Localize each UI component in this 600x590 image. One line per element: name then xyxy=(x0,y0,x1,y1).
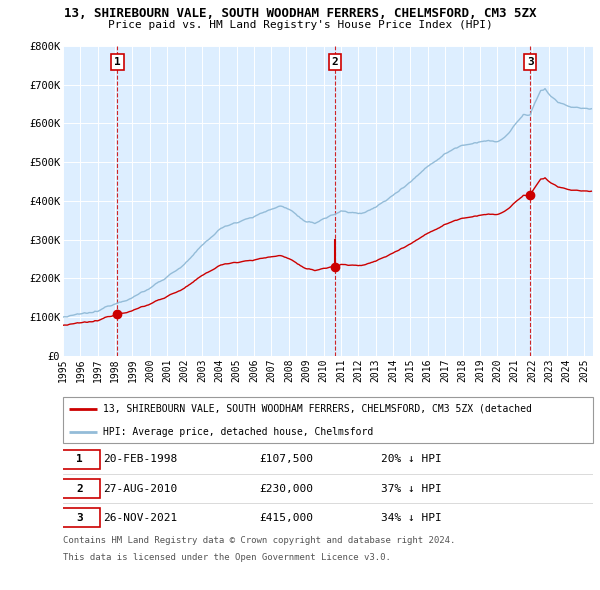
Text: 26-NOV-2021: 26-NOV-2021 xyxy=(103,513,177,523)
Text: 13, SHIREBOURN VALE, SOUTH WOODHAM FERRERS, CHELMSFORD, CM3 5ZX (detached: 13, SHIREBOURN VALE, SOUTH WOODHAM FERRE… xyxy=(103,404,532,414)
Text: HPI: Average price, detached house, Chelmsford: HPI: Average price, detached house, Chel… xyxy=(103,427,373,437)
Text: 3: 3 xyxy=(76,513,83,523)
Text: 1: 1 xyxy=(76,454,83,464)
FancyBboxPatch shape xyxy=(60,479,100,498)
Text: Contains HM Land Registry data © Crown copyright and database right 2024.: Contains HM Land Registry data © Crown c… xyxy=(63,536,455,545)
Text: 2: 2 xyxy=(76,484,83,493)
Text: 34% ↓ HPI: 34% ↓ HPI xyxy=(381,513,442,523)
Text: This data is licensed under the Open Government Licence v3.0.: This data is licensed under the Open Gov… xyxy=(63,553,391,562)
Text: £107,500: £107,500 xyxy=(259,454,313,464)
Text: 2: 2 xyxy=(331,57,338,67)
Text: 13, SHIREBOURN VALE, SOUTH WOODHAM FERRERS, CHELMSFORD, CM3 5ZX: 13, SHIREBOURN VALE, SOUTH WOODHAM FERRE… xyxy=(64,7,536,20)
Text: 3: 3 xyxy=(527,57,533,67)
Text: 20-FEB-1998: 20-FEB-1998 xyxy=(103,454,177,464)
FancyBboxPatch shape xyxy=(60,450,100,469)
Text: Price paid vs. HM Land Registry's House Price Index (HPI): Price paid vs. HM Land Registry's House … xyxy=(107,20,493,30)
FancyBboxPatch shape xyxy=(60,508,100,527)
Text: £415,000: £415,000 xyxy=(259,513,313,523)
Text: 20% ↓ HPI: 20% ↓ HPI xyxy=(381,454,442,464)
Text: £230,000: £230,000 xyxy=(259,484,313,493)
FancyBboxPatch shape xyxy=(63,397,593,443)
Text: 37% ↓ HPI: 37% ↓ HPI xyxy=(381,484,442,493)
Text: 27-AUG-2010: 27-AUG-2010 xyxy=(103,484,177,493)
Text: 1: 1 xyxy=(114,57,121,67)
